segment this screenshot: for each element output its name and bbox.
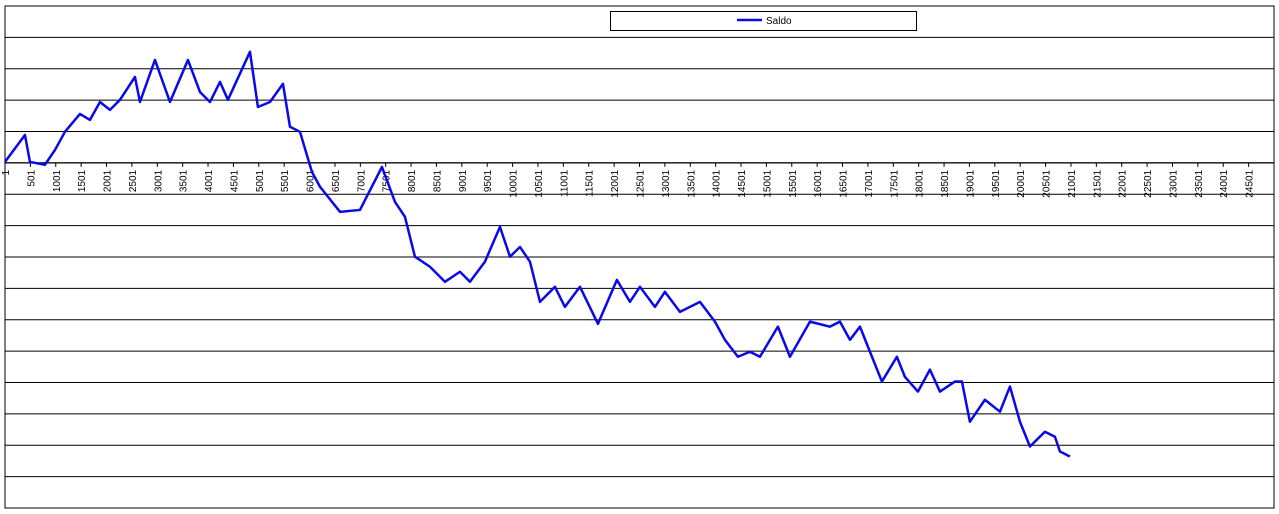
x-tick-label: 12001 [610, 169, 621, 197]
x-tick-label: 13501 [686, 169, 697, 197]
x-tick-label: 8001 [407, 169, 418, 192]
x-tick-label: 1 [1, 169, 12, 175]
x-tick-label: 20001 [1016, 169, 1027, 197]
x-tick-label: 19501 [991, 169, 1002, 197]
x-tick-label: 10501 [534, 169, 545, 197]
x-tick-label: 10001 [509, 169, 520, 197]
x-tick-label: 3001 [153, 169, 164, 192]
x-tick-label: 18001 [915, 169, 926, 197]
x-tick-label: 21501 [1092, 169, 1103, 197]
x-tick-label: 23501 [1194, 169, 1205, 197]
x-tick-label: 15001 [762, 169, 773, 197]
x-tick-label: 16501 [839, 169, 850, 197]
x-tick-label: 4001 [204, 169, 215, 192]
x-tick-label: 11501 [585, 169, 596, 197]
x-tick-label: 8501 [432, 169, 443, 192]
x-tick-label: 13001 [661, 169, 672, 197]
x-tick-label: 5001 [255, 169, 266, 192]
x-tick-label: 11001 [559, 169, 570, 197]
x-tick-label: 12501 [636, 169, 647, 197]
x-tick-label: 24501 [1245, 169, 1256, 197]
x-tick-label: 22001 [1118, 169, 1129, 197]
x-tick-label: 2001 [103, 169, 114, 192]
data-line [3, 50, 1071, 458]
legend-box [610, 11, 917, 31]
x-tick-label: 19001 [965, 169, 976, 197]
x-tick-label: 16001 [813, 169, 824, 197]
x-tick-label: 5501 [280, 169, 291, 192]
x-tick-label: 501 [26, 169, 37, 186]
x-tick-label: 21001 [1067, 169, 1078, 197]
x-tick-label: 17501 [889, 169, 900, 197]
legend-label: Saldo [766, 16, 792, 27]
x-tick-label: 1501 [77, 169, 88, 192]
x-tick-label: 24001 [1219, 169, 1230, 197]
legend: Saldo [610, 11, 917, 31]
x-tick-label: 14001 [712, 169, 723, 197]
x-tick-label: 23001 [1168, 169, 1179, 197]
x-tick-label: 4501 [229, 169, 240, 192]
x-tick-label: 17001 [864, 169, 875, 197]
x-tick-label: 18501 [940, 169, 951, 197]
x-tick-label: 22501 [1143, 169, 1154, 197]
x-tick-label: 14501 [737, 169, 748, 197]
x-tick-label: 2501 [128, 169, 139, 192]
x-tick-label: 1001 [52, 169, 63, 192]
x-tick-label: 7001 [356, 169, 367, 192]
x-tick-label: 9001 [458, 169, 469, 192]
x-tick-label: 6501 [331, 169, 342, 192]
x-tick-label: 20501 [1042, 169, 1053, 197]
x-tick-label: 3501 [179, 169, 190, 192]
x-tick-label: 9501 [483, 169, 494, 192]
x-tick-label: 15501 [788, 169, 799, 197]
x-tick-label: 6001 [306, 169, 317, 192]
